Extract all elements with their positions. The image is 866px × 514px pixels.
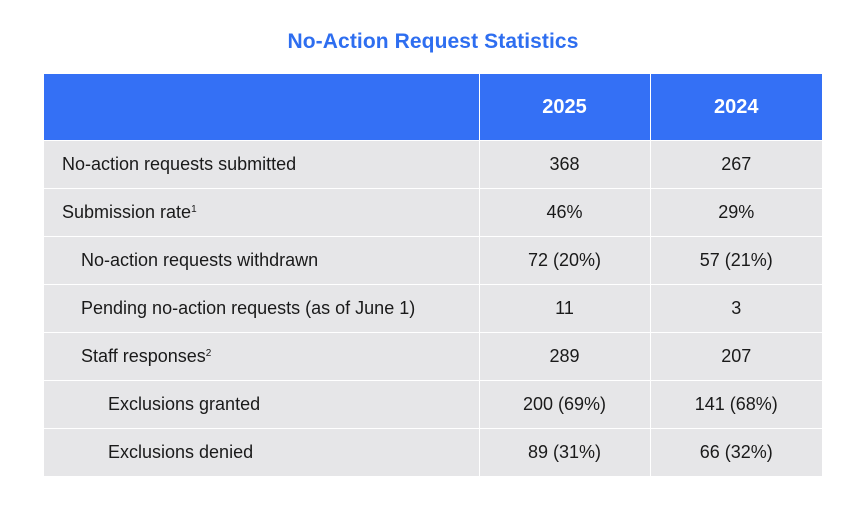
table-body: No-action requests submitted 368 267 Submis… [44,140,822,476]
row-label-text: Exclusions denied [108,442,254,462]
table-row: No-action requests withdrawn 72 (20%) 57 (… [44,236,822,285]
cell-2024: 267 [649,140,822,189]
row-label-text: Staff responses [81,346,206,366]
row-label-text: Exclusions granted [108,394,261,414]
row-label: No-action requests withdrawn [44,236,479,285]
row-label: Exclusions denied [44,428,479,476]
cell-2024: 207 [649,332,822,381]
row-label: Exclusions granted [44,380,479,429]
cell-2025: 368 [478,140,650,189]
cell-2024: 57 (21%) [649,236,822,285]
footnote-marker: 2 [205,348,212,359]
table-row: Exclusions granted 200 (69%) 141 (68%) [44,380,822,429]
row-label: Staff responses2 [44,332,479,381]
table-row: No-action requests submitted 368 267 [44,140,822,189]
table-row: Exclusions denied 89 (31%) 66 (32%) [44,428,822,476]
cell-2024: 66 (32%) [649,428,822,476]
header-year-2024: 2024 [649,74,822,141]
cell-2025: 200 (69%) [478,380,650,429]
footnote-marker: 1 [191,204,197,215]
cell-2025: 11 [478,284,650,333]
header-year-2025: 2025 [478,74,650,141]
cell-2025: 89 (31%) [478,428,650,476]
row-label: Submission rate1 [44,188,479,237]
cell-2025: 289 [478,332,650,381]
cell-2024: 3 [649,284,822,333]
row-label-text: Pending no-action requests (as of June 1… [81,298,416,318]
cell-2024: 29% [649,188,822,237]
cell-2025: 72 (20%) [478,236,650,285]
cell-2025: 46% [478,188,650,237]
statistics-table: 2025 2024 No-action requests submitted 36… [44,74,822,476]
row-label: Pending no-action requests (as of June 1… [44,284,479,333]
header-label-column [44,74,479,141]
row-label: No-action requests submitted [44,140,479,189]
table-row: Staff responses2 289 207 [44,332,822,381]
table-row: Pending no-action requests (as of June 1… [44,284,822,333]
table-row: Submission rate1 46% 29% [44,188,822,237]
cell-2024: 141 (68%) [649,380,822,429]
header-row: 2025 2024 [44,74,822,141]
row-label-text: No-action requests withdrawn [81,250,319,270]
table-title: No-Action Request Statistics [287,30,579,53]
row-label-text: No-action requests submitted [62,154,297,174]
row-label-text: Submission rate [62,202,192,222]
